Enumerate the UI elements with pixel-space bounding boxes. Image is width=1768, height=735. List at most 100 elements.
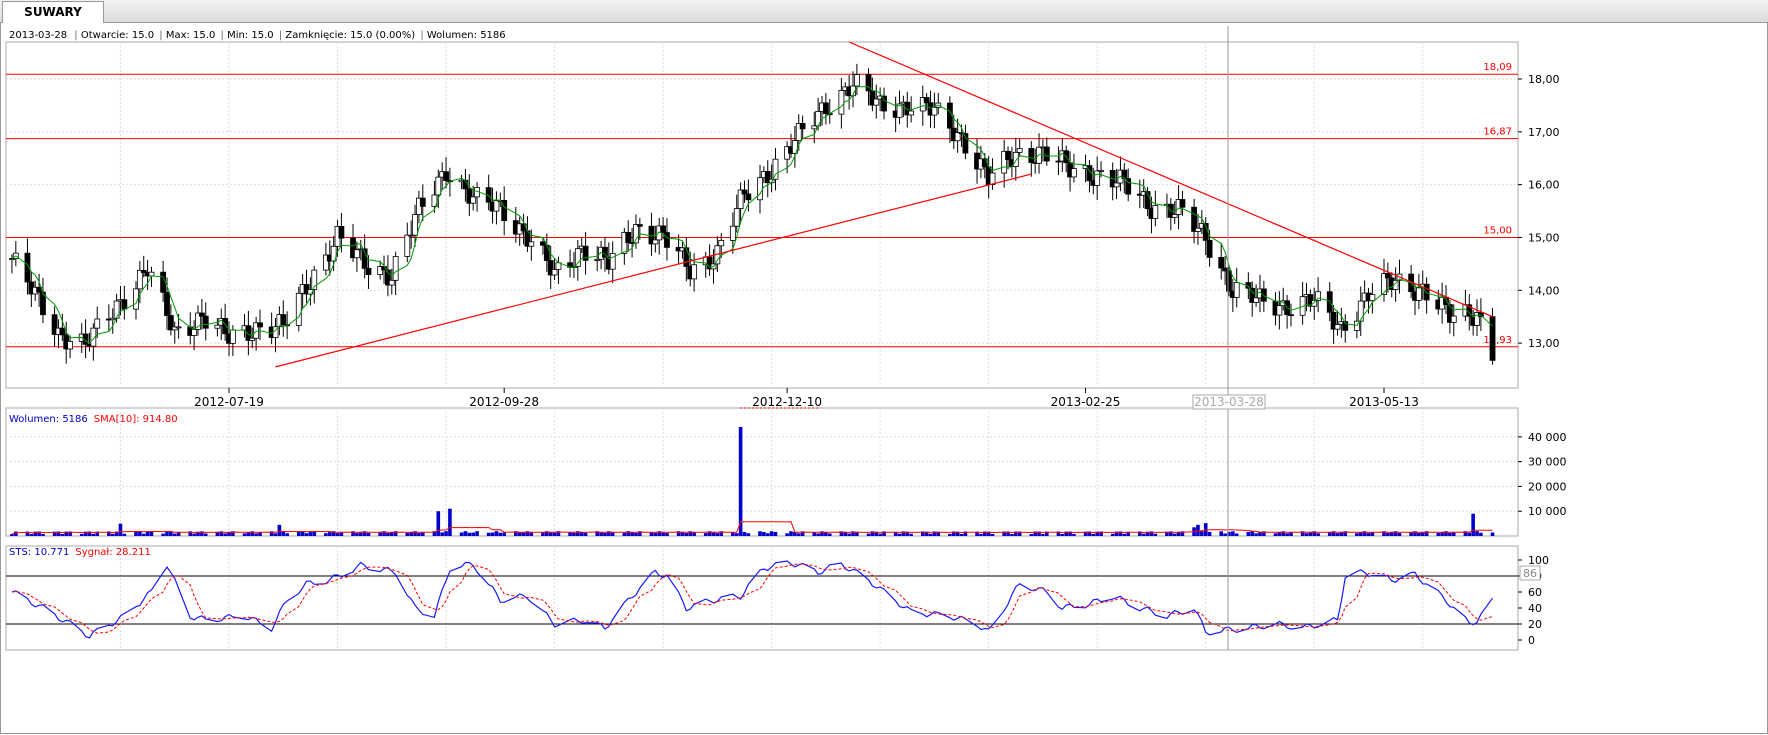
volume-bar bbox=[1029, 534, 1034, 536]
volume-bar bbox=[296, 532, 301, 536]
candle-body bbox=[1144, 191, 1151, 210]
candle-body bbox=[249, 337, 256, 341]
date-tick-label: 2012-12-10 bbox=[752, 395, 822, 409]
volume-bar bbox=[215, 531, 220, 536]
candle-body bbox=[815, 111, 822, 127]
candle-body bbox=[772, 158, 779, 180]
candle-body bbox=[1253, 297, 1259, 303]
volume-bar bbox=[25, 531, 30, 536]
volume-bar bbox=[277, 524, 282, 536]
candle-body bbox=[547, 260, 554, 276]
candle-body bbox=[175, 326, 182, 329]
candle-body bbox=[1098, 169, 1104, 172]
date-tick-label: 2013-02-25 bbox=[1051, 395, 1121, 409]
candle-body bbox=[354, 249, 360, 259]
volume-bar bbox=[37, 531, 41, 536]
volume-bar bbox=[1331, 531, 1336, 536]
candle-body bbox=[59, 327, 66, 336]
volume-bar bbox=[762, 532, 766, 536]
volume-bar bbox=[1304, 533, 1309, 536]
volume-bar bbox=[1060, 533, 1065, 536]
crosshair-date-label: 2013-03-28 bbox=[1194, 395, 1264, 409]
candle-body bbox=[919, 97, 926, 112]
candle-body bbox=[222, 317, 229, 335]
candle-body bbox=[1357, 300, 1364, 322]
tab-suwary[interactable]: SUWARY bbox=[2, 1, 104, 23]
volume-bar bbox=[1289, 532, 1293, 536]
volume-legend: Wolumen: 5186 SMA[10]: 914.80 bbox=[9, 414, 178, 425]
volume-bar bbox=[924, 531, 929, 536]
candle-body bbox=[1222, 267, 1228, 272]
sts-legend-signal: Sygnał: 28.211 bbox=[75, 547, 150, 558]
candle-body bbox=[1113, 182, 1120, 188]
candle-body bbox=[392, 256, 399, 281]
volume-bar bbox=[576, 531, 580, 536]
volume-bar bbox=[800, 531, 805, 536]
volume-bar bbox=[979, 533, 983, 536]
volume-bar bbox=[1424, 531, 1429, 536]
volume-bar bbox=[1250, 531, 1255, 536]
volume-bar bbox=[847, 533, 851, 536]
volume-bar bbox=[711, 532, 716, 536]
volume-bar bbox=[909, 533, 913, 536]
candle-body bbox=[652, 239, 659, 245]
candle-body bbox=[322, 254, 329, 271]
volume-bar bbox=[1010, 534, 1014, 536]
volume-bar bbox=[1231, 531, 1235, 536]
volume-bar bbox=[448, 508, 452, 536]
volume-bar bbox=[475, 531, 479, 536]
volume-bar bbox=[1312, 531, 1317, 536]
price-tick-label: 16,00 bbox=[1528, 179, 1560, 192]
tab-bar: SUWARY bbox=[0, 0, 1768, 23]
candle-body bbox=[1315, 291, 1322, 301]
volume-bar bbox=[269, 531, 274, 536]
candle-body bbox=[1028, 147, 1035, 163]
volume-bar bbox=[525, 531, 530, 536]
volume-bar bbox=[769, 531, 774, 536]
volume-bar bbox=[1149, 531, 1154, 536]
candle-body bbox=[1071, 168, 1077, 178]
level-label: 15,00 bbox=[1483, 225, 1512, 236]
volume-bar bbox=[246, 531, 251, 536]
volume-bar bbox=[824, 531, 828, 536]
volume-bar bbox=[1246, 531, 1251, 536]
candle-body bbox=[1446, 304, 1453, 323]
sts-legend-sts: STS: 10.771 bbox=[9, 547, 69, 558]
sts-tick-label: 60 bbox=[1528, 586, 1542, 599]
volume-bar bbox=[1033, 531, 1037, 536]
volume-bar bbox=[1467, 532, 1472, 536]
candle-body bbox=[1489, 316, 1496, 361]
volume-bar bbox=[1180, 531, 1185, 536]
volume-bar bbox=[1273, 533, 1278, 536]
volume-bar bbox=[734, 533, 739, 536]
volume-bar bbox=[1327, 532, 1332, 536]
volume-bar bbox=[1207, 531, 1212, 536]
volume-bar bbox=[1382, 531, 1386, 536]
sts-tick-label: 20 bbox=[1528, 618, 1542, 631]
volume-bar bbox=[1339, 532, 1344, 536]
volume-bar bbox=[114, 531, 119, 536]
volume-bar bbox=[882, 531, 886, 536]
volume-bar bbox=[901, 531, 906, 536]
volume-bar bbox=[1153, 533, 1158, 536]
volume-bar bbox=[273, 533, 278, 536]
volume-bar bbox=[417, 532, 421, 536]
volume-bar bbox=[1118, 531, 1123, 536]
candle-body bbox=[660, 225, 666, 233]
volume-bar bbox=[1417, 532, 1421, 536]
volume-bar bbox=[502, 532, 506, 536]
candle-body bbox=[1226, 270, 1232, 292]
crosshair-value-box bbox=[1519, 565, 1541, 581]
volume-bar bbox=[1475, 531, 1479, 536]
candle-body bbox=[443, 171, 449, 181]
volume-bar bbox=[595, 531, 600, 536]
volume-bar bbox=[258, 532, 262, 536]
volume-bar bbox=[393, 531, 398, 536]
volume-bar bbox=[10, 534, 14, 536]
candle-body bbox=[1005, 150, 1011, 161]
volume-panel bbox=[5, 407, 1519, 537]
volume-bar bbox=[1285, 533, 1289, 536]
candle-body bbox=[1043, 146, 1050, 162]
candle-body bbox=[853, 74, 860, 87]
